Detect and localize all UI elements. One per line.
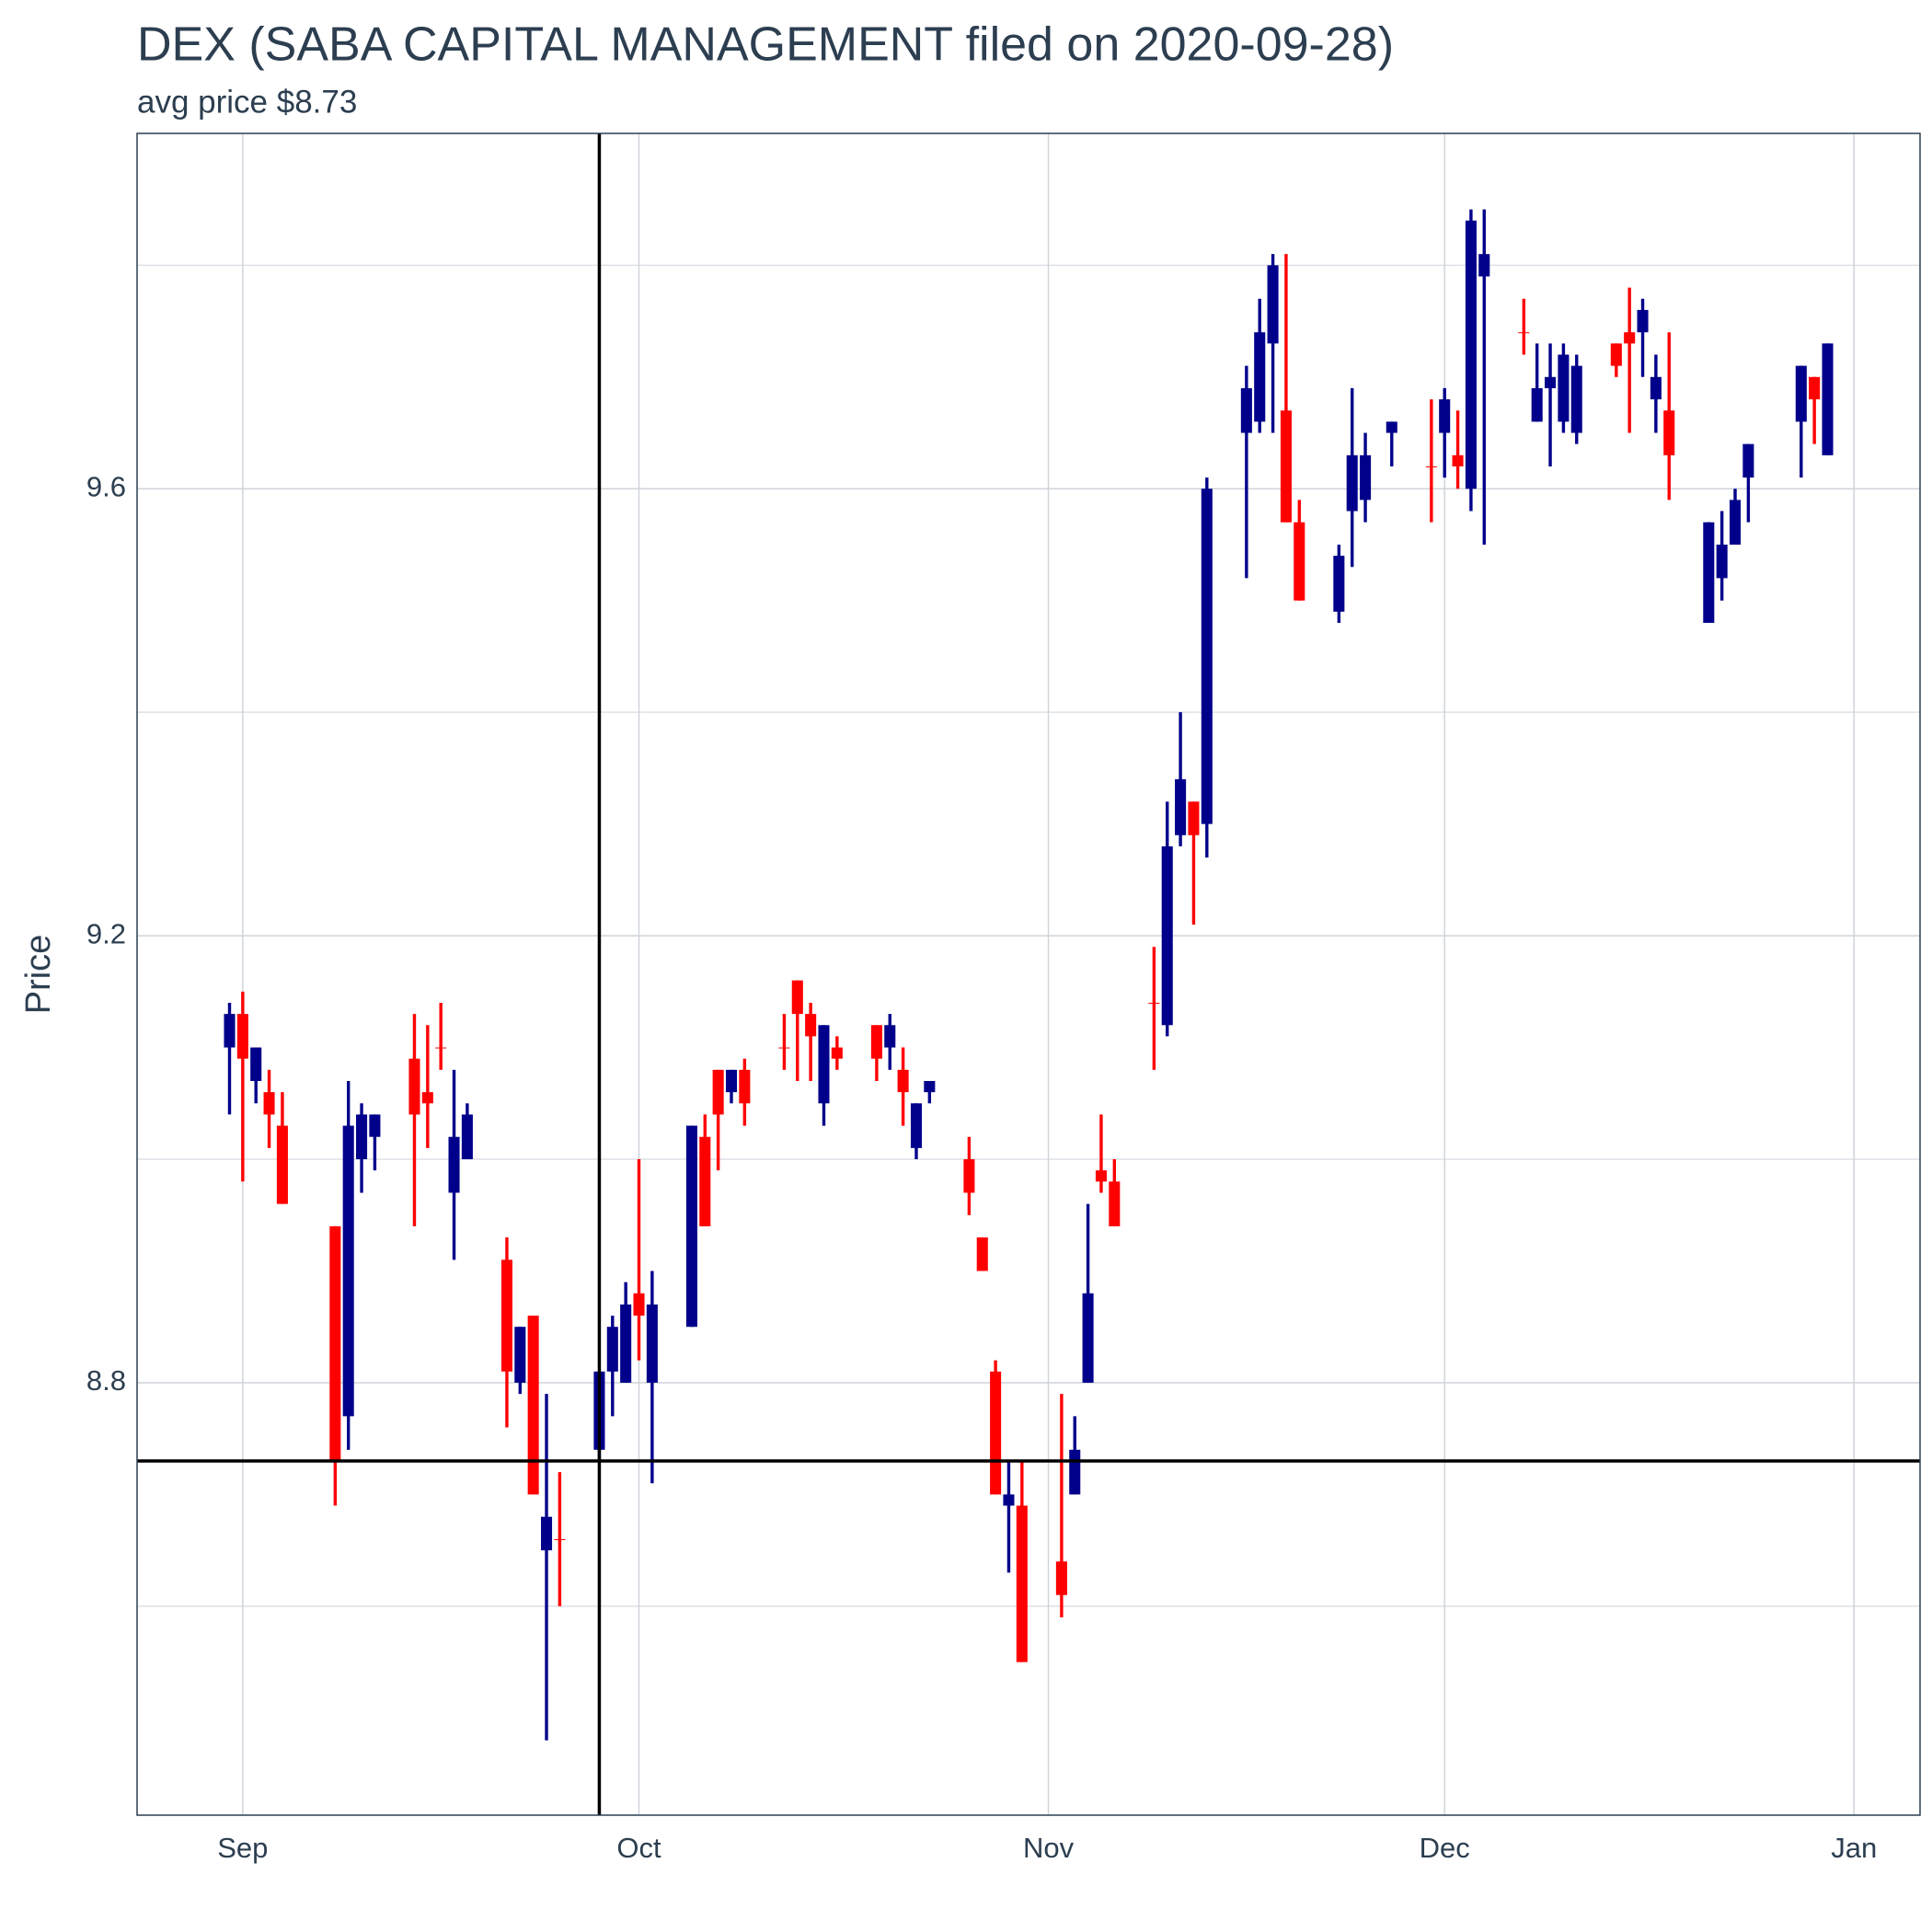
candle-body (527, 1316, 539, 1495)
plot-border (136, 132, 1921, 1816)
candle-body (791, 980, 803, 1015)
candle-body (646, 1304, 658, 1383)
candle-body (1360, 454, 1372, 500)
candle-body (990, 1371, 1002, 1495)
candle-body (976, 1237, 988, 1271)
candle-body (805, 1014, 817, 1037)
candle-body (1082, 1293, 1094, 1383)
chart-subtitle: avg price $8.73 (137, 84, 357, 120)
y-axis-label: Price (19, 935, 58, 1015)
candle-body (606, 1327, 618, 1372)
candle-body (699, 1136, 711, 1226)
candle-body (1095, 1170, 1107, 1182)
chart-title: DEX (SABA CAPITAL MANAGEMENT filed on 20… (137, 18, 1394, 72)
candle-body (276, 1125, 288, 1204)
candle-body (1703, 522, 1715, 624)
candle-body (1346, 454, 1358, 512)
candle-body (712, 1069, 724, 1115)
candle-body (1425, 466, 1437, 467)
candle-body (1809, 376, 1821, 400)
candle-body (1016, 1505, 1028, 1662)
candle-body (342, 1125, 354, 1417)
candle-body (1240, 387, 1252, 433)
candle-body (1624, 332, 1636, 344)
y-tick-label: 9.6 (86, 470, 126, 502)
candle-body (910, 1103, 923, 1148)
x-tick-label: Sep (217, 1832, 268, 1864)
candle-body (620, 1304, 632, 1383)
x-tick-label: Oct (616, 1832, 661, 1864)
candle-body (1650, 376, 1662, 400)
candle-body (514, 1327, 526, 1383)
candle-body (408, 1058, 420, 1115)
y-tick-label: 8.8 (86, 1364, 126, 1397)
candle-body (1822, 343, 1834, 455)
candle-body (1452, 454, 1464, 466)
candle-body (1637, 309, 1649, 333)
x-tick-label: Jan (1831, 1832, 1877, 1864)
x-tick-label: Nov (1023, 1832, 1075, 1864)
candle-body (739, 1069, 751, 1104)
candle-body (1280, 410, 1292, 523)
candle-body (1742, 443, 1754, 478)
candle-body (1003, 1494, 1015, 1506)
candle-body (1201, 489, 1213, 824)
x-tick-label: Dec (1420, 1832, 1470, 1864)
candle-body (1254, 332, 1266, 422)
candle-body (1716, 544, 1728, 579)
candle-body (1161, 845, 1173, 1026)
candle-body (369, 1114, 381, 1137)
candle-body (1267, 265, 1279, 344)
candle-body (500, 1259, 512, 1372)
candle-body (818, 1025, 830, 1104)
candle-body (250, 1047, 262, 1081)
candle-body (1795, 365, 1807, 422)
candle-body (1531, 387, 1543, 422)
candle-body (1558, 354, 1570, 422)
candle-body (435, 1047, 447, 1049)
candle-body (778, 1047, 790, 1049)
candle-body (870, 1025, 882, 1059)
candle-body (1610, 343, 1622, 366)
candle-body (236, 1014, 248, 1059)
candle-body (633, 1293, 645, 1317)
candle-body (1518, 332, 1530, 334)
candle-body (1729, 500, 1742, 545)
candle-body (725, 1069, 738, 1093)
candle-body (897, 1069, 909, 1093)
candle-body (924, 1080, 936, 1093)
candle-body (963, 1159, 975, 1193)
candle-body (461, 1114, 473, 1160)
candle-body (1333, 556, 1345, 612)
candle-body (1188, 801, 1200, 835)
candle-body (1148, 1002, 1160, 1004)
candle-body (1439, 399, 1451, 433)
candle-body (1055, 1561, 1067, 1595)
candle-body (224, 1014, 236, 1048)
candle-body (540, 1516, 553, 1551)
candle-body (356, 1114, 368, 1160)
candle-body (1386, 421, 1397, 433)
candle-body (421, 1092, 433, 1104)
candle-body (831, 1047, 843, 1059)
y-tick-label: 9.2 (86, 917, 126, 949)
candle-body (1545, 376, 1557, 388)
candle-body (1663, 410, 1675, 455)
candle-body (1069, 1449, 1081, 1495)
candle-body (1175, 779, 1187, 835)
candle-body (1570, 365, 1582, 433)
candle-body (1465, 220, 1477, 489)
candle-body (1109, 1181, 1121, 1226)
candle-body (329, 1225, 341, 1461)
candle-body (448, 1136, 460, 1193)
candle-body (554, 1538, 566, 1540)
candle-body (1294, 522, 1305, 601)
candle-body (1478, 254, 1490, 277)
candle-body (263, 1092, 275, 1115)
candle-body (685, 1125, 697, 1328)
candle-body (884, 1025, 896, 1048)
